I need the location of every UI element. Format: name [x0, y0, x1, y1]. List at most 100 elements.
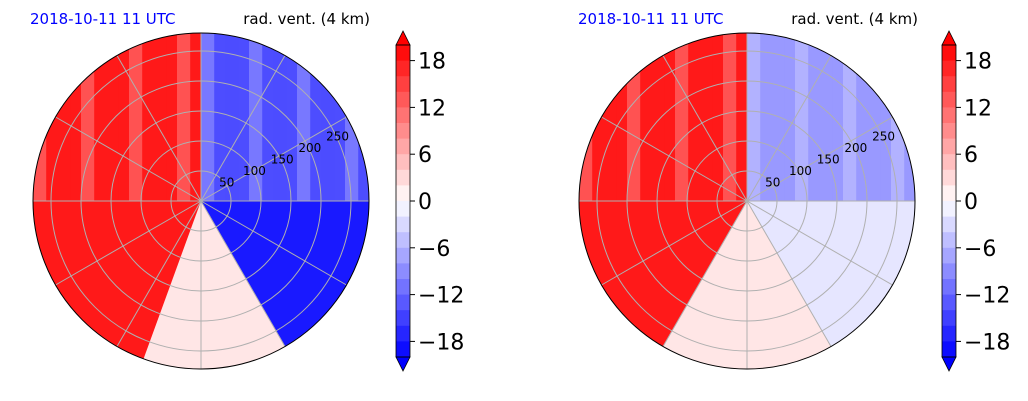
- colorbar-level: [396, 45, 410, 62]
- colorbar-tick-label: 18: [418, 50, 446, 75]
- colorbar-level: [942, 123, 956, 140]
- colorbar-level: [942, 169, 956, 186]
- colorbar-level: [396, 263, 410, 280]
- azimuth-line: [116, 55, 202, 202]
- field-band: [81, 33, 95, 201]
- colorbar-level: [396, 185, 410, 202]
- colorbar-level: [396, 169, 410, 186]
- field-band: [297, 33, 311, 201]
- radial-tick-label: 150: [271, 153, 294, 167]
- colorbar-tick-label: −18: [964, 330, 1010, 355]
- field-band: [627, 33, 641, 201]
- colorbar-level: [396, 201, 410, 218]
- colorbar-tick-label: 12: [418, 96, 446, 121]
- colorbar-level: [396, 123, 410, 140]
- colorbar-level: [396, 294, 410, 311]
- colorbar-level: [396, 154, 410, 171]
- field-band: [249, 33, 263, 201]
- field-band: [201, 33, 215, 201]
- azimuth-line: [746, 200, 832, 347]
- field-band: [747, 33, 761, 201]
- colorbar-tick-label: −12: [964, 284, 1010, 309]
- radial-labels-right: 50 100 150 200 250: [765, 130, 895, 190]
- panel-title-field: rad. vent. (4 km): [243, 10, 370, 28]
- field-band: [105, 33, 119, 201]
- colorbar-level: [396, 325, 410, 342]
- radial-tick-label: 50: [765, 176, 780, 190]
- azimuth-line: [662, 200, 748, 347]
- colorbar-level: [942, 138, 956, 155]
- polar-grid-left: [33, 33, 369, 369]
- colorbar-level: [396, 91, 410, 108]
- colorbar-level: [942, 154, 956, 171]
- field-band: [699, 33, 713, 201]
- azimuth-line: [200, 116, 347, 202]
- colorbar-tick-label: −12: [418, 284, 464, 309]
- radial-tick-label: 100: [243, 164, 266, 178]
- radial-labels-left: 50 100 150 200 250: [219, 130, 349, 190]
- field-band: [177, 33, 191, 201]
- field-band: [723, 33, 737, 201]
- polar-frame-right: [578, 32, 916, 370]
- colorbar-level: [942, 263, 956, 280]
- colorbar-level: [942, 76, 956, 93]
- radial-tick-label: 100: [789, 164, 812, 178]
- field-sector: [142, 201, 286, 369]
- field-band: [795, 33, 809, 201]
- colorbar-tick-label: 12: [964, 96, 992, 121]
- azimuth-line: [662, 55, 748, 202]
- field-band: [675, 33, 689, 201]
- colorbar-extend-min: [395, 356, 411, 372]
- colorbar-level: [942, 232, 956, 249]
- colorbar-level: [396, 247, 410, 264]
- colorbar-extend-max: [395, 30, 411, 46]
- azimuth-line: [746, 200, 893, 286]
- azimuth-line: [601, 116, 748, 202]
- azimuth-line: [55, 200, 202, 286]
- colorbar-tick-label: −6: [964, 237, 996, 262]
- colorbar-level: [396, 341, 410, 358]
- colorbar-level: [396, 76, 410, 93]
- colorbar-level: [396, 279, 410, 296]
- colorbar-level: [942, 91, 956, 108]
- azimuth-line: [200, 200, 286, 347]
- azimuth-line: [200, 55, 286, 202]
- radial-tick-label: 50: [219, 176, 234, 190]
- colorbar-left: 18 12 6 0 −6 −12 −18: [395, 30, 464, 372]
- colorbar-level: [942, 279, 956, 296]
- panel-right: 50 100 150 200 250 2018-10-11 11 UTC rad. ve…: [578, 10, 918, 370]
- colorbar-level: [396, 310, 410, 327]
- polar-field-right: [579, 33, 915, 369]
- colorbar-extend-min: [941, 356, 957, 372]
- field-band: [771, 33, 785, 201]
- colorbar-level: [396, 216, 410, 233]
- colorbar-level: [942, 45, 956, 62]
- colorbar-level: [942, 247, 956, 264]
- colorbar-level: [942, 107, 956, 124]
- field-band: [867, 33, 881, 201]
- colorbar-tick-label: −18: [418, 330, 464, 355]
- colorbar-level: [942, 341, 956, 358]
- colorbar-level: [396, 60, 410, 77]
- colorbar-level: [396, 107, 410, 124]
- colorbar-level: [942, 216, 956, 233]
- colorbar-tick-label: 0: [964, 190, 978, 215]
- panel-title-field: rad. vent. (4 km): [791, 10, 918, 28]
- azimuth-line: [200, 200, 347, 286]
- radial-tick-label: 200: [844, 141, 867, 155]
- colorbar-level: [396, 232, 410, 249]
- field-band: [321, 33, 335, 201]
- colorbar-level: [942, 325, 956, 342]
- panel-title-datetime: 2018-10-11 11 UTC: [30, 10, 176, 28]
- field-sector: [33, 201, 201, 361]
- azimuth-line: [601, 200, 748, 286]
- field-band: [57, 33, 71, 201]
- colorbar-level: [942, 201, 956, 218]
- colorbar-level: [942, 310, 956, 327]
- colorbar-level: [942, 294, 956, 311]
- colorbar-extend-max: [941, 30, 957, 46]
- field-band: [819, 33, 833, 201]
- azimuth-line: [55, 116, 202, 202]
- colorbar-tick-label: 0: [418, 190, 432, 215]
- radial-tick-label: 150: [817, 153, 840, 167]
